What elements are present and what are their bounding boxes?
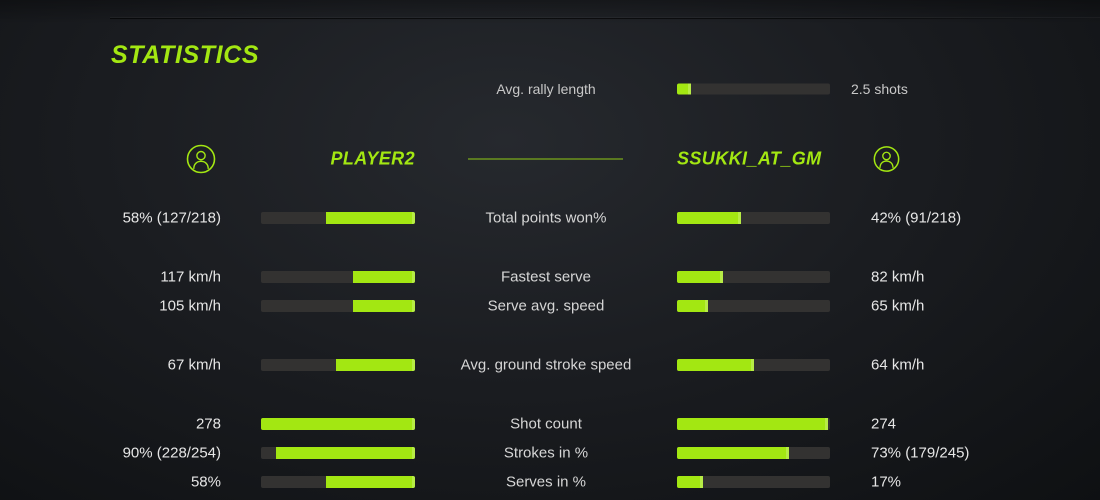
person-icon (186, 144, 216, 174)
bar-fill (677, 359, 754, 371)
rally-length-row: Avg. rally length 2.5 shots (0, 78, 1100, 100)
right-value: 17% (871, 473, 902, 491)
right-bar (677, 418, 830, 430)
player-left-name: PLAYER2 (330, 148, 415, 169)
stat-label: Fastest serve (500, 268, 592, 286)
left-bar (261, 300, 415, 312)
players-divider-line (468, 158, 623, 160)
left-bar (261, 418, 415, 430)
bar-fill (677, 476, 703, 488)
stat-row: 58% (127/218) Total points won% 42% (91/… (0, 204, 1100, 233)
left-bar (261, 447, 415, 459)
left-bar (261, 271, 415, 283)
stat-label: Strokes in % (503, 444, 589, 462)
left-value: 117 km/h (160, 268, 221, 286)
bar-fill (353, 300, 415, 312)
right-value: 82 km/h (871, 268, 925, 286)
bar-fill (325, 476, 415, 488)
right-bar (677, 271, 830, 283)
bar-fill (336, 359, 415, 371)
stat-label: Total points won% (485, 209, 607, 227)
bar-fill (325, 212, 415, 224)
person-icon (873, 146, 900, 173)
stat-label: Serves in % (505, 473, 587, 491)
stat-row: 58% Serves in % 17% (0, 468, 1100, 497)
stat-row: 90% (228/254) Strokes in % 73% (179/245) (0, 439, 1100, 468)
stat-label: Serve avg. speed (487, 297, 605, 315)
top-divider (110, 18, 1100, 19)
left-bar (261, 212, 415, 224)
right-bar (677, 359, 830, 371)
right-value: 65 km/h (871, 297, 925, 315)
left-value: 58% (127/218) (122, 209, 221, 227)
bar-fill (261, 418, 415, 430)
player-right-name: SSUKKI_AT_GM (677, 148, 822, 169)
rally-length-bar (677, 83, 830, 95)
stat-label: Shot count (510, 415, 582, 433)
right-value: 274 (871, 415, 897, 433)
bar-fill (677, 447, 789, 459)
players-header: PLAYER2 SSUKKI_AT_GM (0, 140, 1100, 178)
bar-fill (353, 271, 415, 283)
rally-length-value: 2.5 shots (851, 81, 908, 97)
right-value: 73% (179/245) (871, 444, 970, 462)
right-bar (677, 447, 830, 459)
stat-row: 105 km/h Serve avg. speed 65 km/h (0, 292, 1100, 321)
right-value: 64 km/h (871, 356, 925, 374)
left-value: 105 km/h (159, 297, 221, 315)
stat-row: 278 Shot count 274 (0, 410, 1100, 439)
bar-fill (677, 212, 742, 224)
rally-bar-fill (677, 83, 691, 95)
left-value: 58% (190, 473, 221, 491)
left-bar (261, 476, 415, 488)
left-value: 278 (195, 415, 221, 433)
page-title: STATISTICS (111, 41, 260, 69)
right-value: 42% (91/218) (871, 209, 962, 227)
right-bar (677, 212, 830, 224)
stat-row: 117 km/h Fastest serve 82 km/h (0, 263, 1100, 292)
right-bar (677, 476, 830, 488)
rally-length-label: Avg. rally length (496, 81, 596, 97)
right-bar (677, 300, 830, 312)
bar-fill (677, 418, 828, 430)
stat-row: 67 km/h Avg. ground stroke speed 64 km/h (0, 351, 1100, 380)
left-bar (261, 359, 415, 371)
left-value: 67 km/h (167, 356, 221, 374)
bar-fill (677, 300, 708, 312)
bar-fill (677, 271, 723, 283)
bar-fill (276, 447, 415, 459)
stat-label: Avg. ground stroke speed (460, 356, 632, 374)
left-value: 90% (228/254) (122, 444, 221, 462)
